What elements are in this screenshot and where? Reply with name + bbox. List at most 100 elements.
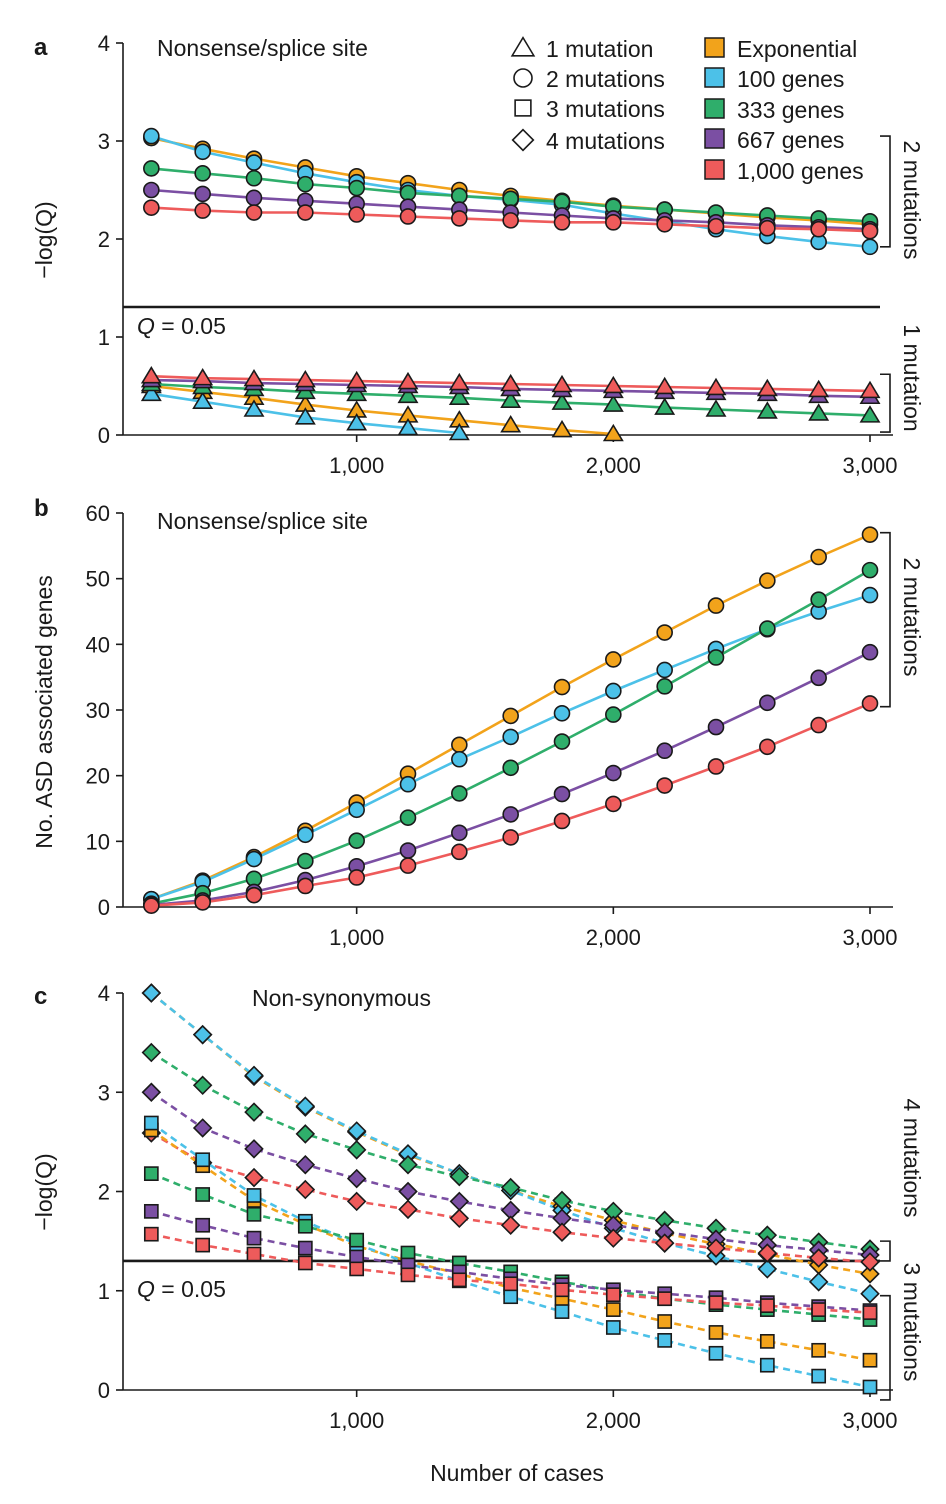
y-tick-label: 60	[86, 501, 110, 526]
data-point-1-000-genes-circle	[399, 208, 417, 225]
data-point-1-000-genes-circle	[502, 212, 519, 229]
data-point-1-000-genes-square	[503, 1276, 519, 1292]
data-point-333-genes-circle	[297, 175, 314, 193]
panel-a-bracket-label-1: 1 mutation	[899, 324, 925, 431]
data-point-1-000-genes-triangle	[654, 376, 676, 395]
data-point-667-genes-circle	[553, 785, 571, 803]
data-point-333-genes-circle	[399, 809, 417, 826]
bracket	[880, 1294, 891, 1401]
data-point-1-000-genes-square	[451, 1272, 467, 1288]
data-point-100-genes-square	[811, 1368, 827, 1384]
panel-label-c: c	[34, 983, 47, 1010]
data-point-100-genes-circle	[861, 238, 879, 256]
data-point-1-000-genes-circle	[502, 829, 519, 846]
y-tick-label: 2	[98, 227, 110, 252]
data-point-333-genes-square	[349, 1232, 365, 1248]
data-point-667-genes-circle	[707, 718, 725, 736]
data-point-exponential-circle	[707, 597, 725, 614]
y-tick-label: 0	[98, 1378, 110, 1403]
data-point-667-genes-diamond	[295, 1154, 316, 1175]
legend-model-label: 667 genes	[737, 127, 844, 153]
data-point-1-000-genes-triangle	[859, 380, 881, 399]
y-tick-label: 4	[98, 31, 110, 56]
data-point-333-genes-square	[195, 1187, 211, 1202]
legend-swatch-333-genes	[704, 98, 725, 119]
legend-square	[514, 99, 532, 117]
data-point-exponential-circle	[502, 707, 519, 725]
data-point-1-000-genes-square	[195, 1237, 211, 1253]
data-point-667-genes-circle	[399, 842, 417, 859]
data-point-100-genes-triangle	[397, 417, 419, 436]
data-point-1-000-genes-square	[143, 1226, 159, 1242]
panel-a-threshold-value: = 0.05	[155, 313, 226, 339]
data-point-1-000-genes-diamond	[244, 1167, 264, 1188]
data-point-333-genes-circle	[194, 165, 211, 182]
data-point-100-genes-square	[143, 1115, 159, 1131]
legend-model-label: 333 genes	[737, 97, 844, 123]
data-point-1-000-genes-square	[605, 1287, 621, 1303]
data-point-333-genes-circle	[656, 678, 673, 695]
y-tick-label: 1	[98, 325, 110, 350]
y-tick-label: 1	[98, 1279, 110, 1304]
data-point-100-genes-circle	[451, 750, 468, 768]
data-point-exponential-circle	[605, 651, 622, 668]
data-point-333-genes-circle	[245, 169, 263, 187]
data-point-1-000-genes-circle	[245, 886, 263, 904]
data-point-667-genes-diamond	[346, 1168, 367, 1189]
data-point-1-000-genes-circle	[297, 877, 314, 895]
panel-b-title: Nonsense/splice site	[157, 508, 368, 534]
data-point-333-genes-circle	[451, 187, 468, 205]
data-point-1-000-genes-triangle	[551, 374, 573, 393]
data-point-1-000-genes-square	[400, 1267, 416, 1283]
data-point-100-genes-circle	[143, 127, 160, 145]
data-point-exponential-circle	[810, 548, 827, 566]
data-point-333-genes-triangle	[756, 401, 778, 419]
data-point-1-000-genes-circle	[707, 758, 725, 775]
data-point-exponential-circle	[759, 572, 776, 589]
data-point-1-000-genes-circle	[656, 777, 673, 794]
panel-a-title: Nonsense/splice site	[157, 35, 368, 61]
panel-c-ylabel: −log(Q)	[31, 1153, 57, 1230]
data-point-100-genes-diamond	[244, 1065, 264, 1086]
legend-swatch-100-genes	[704, 67, 725, 88]
x-tick-label: 1,000	[329, 453, 384, 478]
data-point-1-000-genes-circle	[451, 843, 468, 861]
data-point-100-genes-triangle	[448, 422, 470, 441]
series-line-667-genes-diamond	[150, 1091, 871, 1257]
panel-c-bracket-label-4: 4 mutations	[899, 1099, 925, 1218]
data-point-333-genes-diamond	[192, 1075, 213, 1096]
data-point-667-genes-diamond	[449, 1191, 470, 1212]
data-point-1-000-genes-triangle	[294, 369, 316, 388]
legend-triangle	[510, 36, 536, 57]
bracket	[880, 1240, 891, 1262]
legend-diamond-marker	[511, 128, 535, 152]
data-point-333-genes-circle	[399, 184, 417, 202]
panel-label-a: a	[34, 34, 48, 61]
data-point-333-genes-triangle	[705, 399, 727, 417]
data-point-333-genes-circle	[348, 832, 365, 849]
x-tick-label: 2,000	[586, 453, 641, 478]
data-point-100-genes-diamond	[346, 1121, 367, 1141]
x-tick-label: 2,000	[586, 1408, 641, 1433]
data-point-exponential-triangle	[500, 415, 522, 433]
y-tick-label: 3	[98, 129, 110, 154]
data-point-100-genes-circle	[502, 728, 519, 746]
data-point-1-000-genes-circle	[759, 738, 776, 756]
data-point-1-000-genes-circle	[143, 199, 160, 216]
legend-model-label: 1,000 genes	[737, 158, 864, 184]
data-point-1-000-genes-triangle	[346, 370, 368, 389]
data-point-333-genes-triangle	[859, 405, 881, 423]
panel-b-ylabel: No. ASD associated genes	[31, 575, 57, 849]
data-point-100-genes-diamond	[757, 1259, 778, 1279]
data-point-1-000-genes-circle	[861, 222, 879, 240]
data-point-667-genes-circle	[861, 643, 879, 661]
data-point-333-genes-triangle	[602, 394, 624, 412]
data-point-1-000-genes-circle	[605, 214, 622, 231]
data-point-1-000-genes-circle	[194, 894, 211, 911]
data-point-exponential-diamond	[860, 1264, 880, 1284]
panel-a-threshold-label: Q = 0.05	[137, 313, 226, 339]
data-point-1-000-genes-circle	[143, 897, 160, 914]
data-point-1-000-genes-diamond	[808, 1248, 829, 1268]
data-point-333-genes-triangle	[448, 387, 470, 406]
